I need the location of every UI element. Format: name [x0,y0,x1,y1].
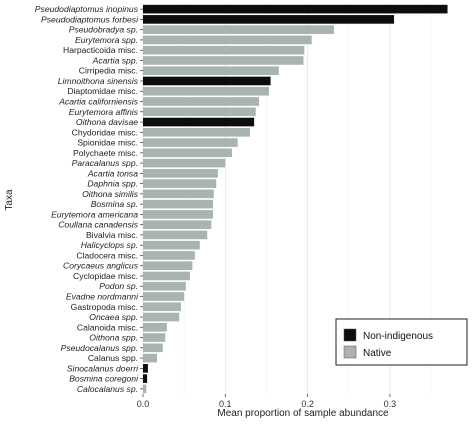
bar [143,45,305,55]
y-tick-label: Halicyclops sp. [81,240,138,250]
y-tick-label: Cyclopidae misc. [73,271,138,281]
legend-swatch-native [343,345,357,359]
bar [143,25,334,34]
bar [143,86,269,96]
bar [143,15,395,24]
y-tick-label: Acartia tonsa [87,168,138,178]
y-tick-label: Bosmina coregoni [69,374,139,384]
bar [143,169,218,178]
y-tick-label: Spionidae misc. [77,138,138,148]
y-tick-label: Coullana canadensis [58,220,138,230]
y-tick-label: Oithona davisae [76,117,138,127]
y-tick-label: Paracalanus spp. [72,158,138,168]
bar [143,179,217,188]
y-tick-label: Evadne nordmanni [66,292,139,302]
y-tick-label: Daphnia spp. [87,179,138,189]
x-axis-title: Mean proportion of sample abundance [217,408,389,419]
y-tick-label: Oncaea spp. [89,312,138,322]
bar [143,127,250,137]
bar [143,240,200,250]
bar [143,364,148,373]
bar [143,117,255,127]
bar [143,292,185,301]
y-tick-label: Polychaete misc. [73,148,138,158]
y-tick-label: Limnoithona sinensis [58,76,139,86]
legend-label-non-indigenous: Non-indigenous [363,331,433,342]
bar [143,56,304,65]
bar [143,343,163,353]
x-tick-label: 0.2 [301,399,314,409]
x-tick-label: 0.0 [137,399,150,409]
legend-label-native: Native [363,348,392,359]
y-tick-label: Harpacticoida misc. [63,45,138,55]
y-tick-label: Pseudobradya sp. [69,25,138,35]
y-tick-label: Pseudodiaptomus forbesi [41,14,139,24]
y-tick-label: Corycaeus anglicus [63,261,139,271]
bar [143,97,260,106]
bar [143,312,180,322]
bar [143,220,212,229]
bar [143,4,448,14]
y-tick-label: Eurytemora affinis [69,107,139,117]
y-tick-label: Acartia spp. [92,55,138,65]
y-axis-title: Taxa [4,189,15,211]
bar [143,107,256,117]
bar [143,251,195,260]
bar [143,189,214,199]
bar [143,302,181,312]
bar [143,148,232,158]
bar [143,322,167,332]
bar [143,76,271,86]
y-tick-label: Eurytemora americana [51,209,138,219]
y-tick-label: Gastropoda misc. [71,302,138,312]
legend-swatch-non-indigenous [343,328,357,342]
y-ticks [140,8,143,390]
bar [143,138,238,147]
legend: Non-indigenous Native [335,318,468,366]
y-tick-labels: Pseudodiaptomus inopinusPseudodiaptomus … [35,4,139,394]
bar [143,271,190,281]
y-tick-label: Bivalvia misc. [86,230,138,240]
y-tick-label: Pseudodiaptomus inopinus [35,4,139,14]
legend-box [335,318,468,366]
bar [143,35,312,45]
y-tick-label: Calanoida misc. [77,322,138,332]
y-tick-label: Acartia californiensis [58,97,139,107]
x-tick-label: 0.1 [219,399,232,409]
bar [143,333,166,342]
y-tick-label: Podon sp. [99,281,138,291]
x-axis: 0.0 0.1 0.2 0.3 [137,394,396,409]
y-tick-label: Sinocalanus doerri [67,363,139,373]
y-tick-label: Calocalanus sp. [77,384,138,394]
y-tick-label: Bosmina sp. [91,199,138,209]
y-tick-label: Cladocera misc. [76,250,138,260]
bar [143,230,208,240]
x-tick-label: 0.3 [384,399,397,409]
bars-group [143,4,448,394]
bar [143,261,193,271]
y-tick-label: Diaptomidae misc. [67,86,138,96]
y-tick-label: Pseudocalanus spp. [61,343,138,353]
bar [143,199,213,209]
bar [143,281,186,291]
bar [143,158,226,168]
bar [143,384,147,394]
y-tick-label: Oithona spp. [89,333,138,343]
y-tick-label: Eurytemora spp. [75,35,138,45]
bar [143,374,148,383]
y-tick-label: Cirripedia misc. [79,66,138,76]
bar [143,66,279,76]
y-tick-label: Calanus spp. [88,353,138,363]
y-tick-label: Oithona similis [82,189,139,199]
y-tick-label: Chydoridae misc. [72,127,138,137]
bar [143,210,213,219]
bar [143,353,157,363]
